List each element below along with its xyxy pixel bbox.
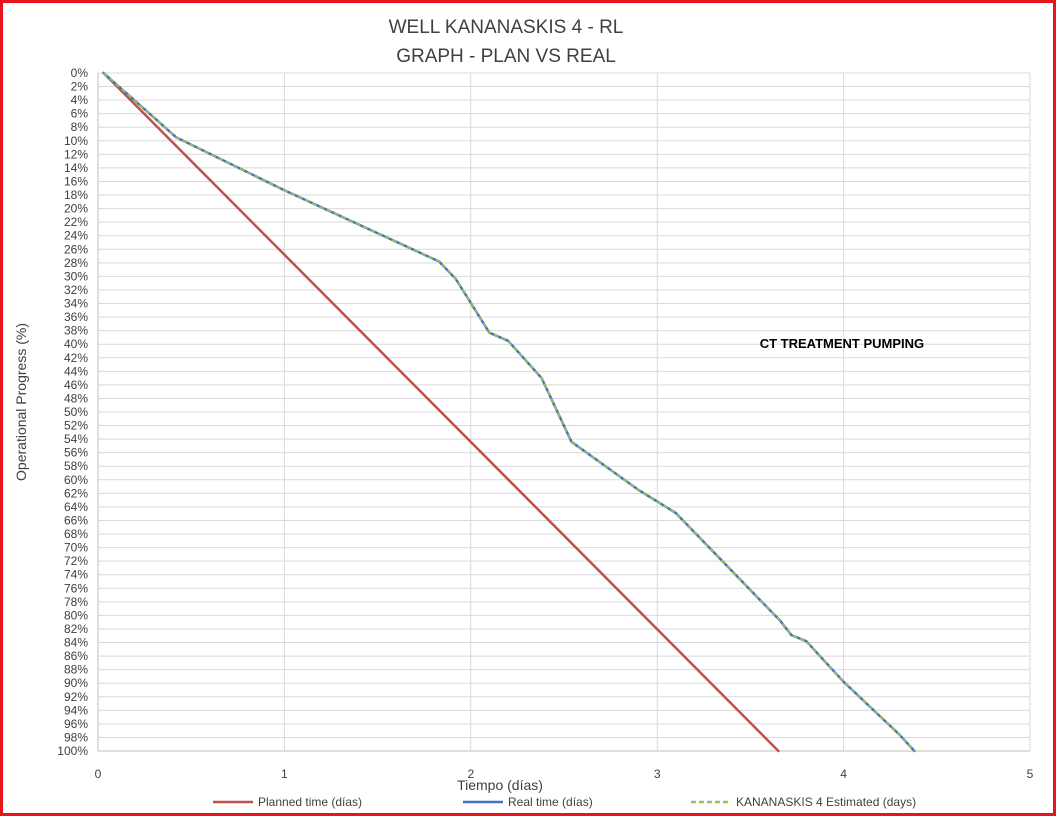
- y-tick-label: 58%: [64, 459, 88, 473]
- series-lines: [102, 71, 916, 753]
- y-tick-label: 56%: [64, 446, 88, 460]
- y-tick-label: 34%: [64, 297, 88, 311]
- y-tick-label: 60%: [64, 473, 88, 487]
- y-tick-label: 68%: [64, 527, 88, 541]
- y-tick-label: 44%: [64, 364, 88, 378]
- y-tick-label: 12%: [64, 147, 88, 161]
- y-tick-label: 10%: [64, 134, 88, 148]
- y-tick-label: 94%: [64, 703, 88, 717]
- y-tick-label: 62%: [64, 486, 88, 500]
- y-tick-label: 98%: [64, 730, 88, 744]
- y-tick-label: 92%: [64, 690, 88, 704]
- y-tick-label: 22%: [64, 215, 88, 229]
- y-tick-label: 38%: [64, 324, 88, 338]
- x-tick-labels: 0 1 2 3 4 5: [95, 767, 1034, 781]
- y-tick-label: 2%: [71, 80, 89, 94]
- x-tick-label: 1: [281, 767, 288, 781]
- y-tick-label: 74%: [64, 568, 88, 582]
- y-tick-label: 82%: [64, 622, 88, 636]
- x-tick-label: 4: [840, 767, 847, 781]
- chart-title-line-2: GRAPH - PLAN VS REAL: [396, 46, 616, 67]
- y-tick-label: 14%: [64, 161, 88, 175]
- y-tick-label: 42%: [64, 351, 88, 365]
- y-tick-label: 40%: [64, 337, 88, 351]
- y-tick-label: 32%: [64, 283, 88, 297]
- y-tick-label: 84%: [64, 636, 88, 650]
- y-tick-label: 90%: [64, 676, 88, 690]
- series-line-1: [102, 71, 780, 753]
- y-tick-label: 88%: [64, 663, 88, 677]
- y-tick-label: 24%: [64, 229, 88, 243]
- y-tick-label: 48%: [64, 391, 88, 405]
- grid-lines: [97, 72, 1031, 752]
- y-tick-label: 0%: [71, 66, 89, 80]
- y-tick-label: 20%: [64, 202, 88, 216]
- y-tick-label: 8%: [71, 120, 89, 134]
- y-tick-label: 86%: [64, 649, 88, 663]
- chart-title: WELL KANANASKIS 4 - RL GRAPH - PLAN VS R…: [389, 17, 624, 67]
- x-axis-label: Tiempo (días): [457, 777, 543, 793]
- y-tick-label: 70%: [64, 541, 88, 555]
- y-tick-label: 30%: [64, 269, 88, 283]
- legend-label-3: KANANASKIS 4 Estimated (days): [736, 795, 916, 809]
- y-tick-label: 100%: [57, 744, 88, 758]
- chart-title-line-1: WELL KANANASKIS 4 - RL: [389, 17, 624, 38]
- y-tick-label: 78%: [64, 595, 88, 609]
- y-tick-label: 28%: [64, 256, 88, 270]
- y-tick-label: 46%: [64, 378, 88, 392]
- y-tick-label: 66%: [64, 513, 88, 527]
- y-tick-labels: 0%2%4%6%8%10%12%14%16%18%20%22%24%26%28%…: [57, 66, 88, 758]
- y-tick-label: 4%: [71, 93, 89, 107]
- line-chart: WELL KANANASKIS 4 - RL GRAPH - PLAN VS R…: [13, 17, 1034, 809]
- y-tick-label: 72%: [64, 554, 88, 568]
- y-tick-label: 16%: [64, 174, 88, 188]
- y-tick-label: 76%: [64, 581, 88, 595]
- x-tick-label: 2: [467, 767, 474, 781]
- y-tick-label: 26%: [64, 242, 88, 256]
- legend-label-1: Planned time (días): [258, 795, 362, 809]
- y-tick-label: 6%: [71, 107, 89, 121]
- y-tick-label: 96%: [64, 717, 88, 731]
- x-tick-label: 0: [95, 767, 102, 781]
- x-tick-label: 3: [654, 767, 661, 781]
- y-tick-label: 64%: [64, 500, 88, 514]
- legend: Planned time (días) Real time (días) KANAN…: [213, 795, 916, 809]
- axes: [97, 73, 1030, 752]
- y-tick-label: 50%: [64, 405, 88, 419]
- series-line-3: [102, 72, 916, 752]
- y-tick-label: 54%: [64, 432, 88, 446]
- y-tick-label: 18%: [64, 188, 88, 202]
- legend-label-2: Real time (días): [508, 795, 593, 809]
- y-tick-label: 36%: [64, 310, 88, 324]
- x-tick-label: 5: [1027, 767, 1034, 781]
- y-tick-label: 80%: [64, 608, 88, 622]
- annotation-ct-treatment-pumping: CT TREATMENT PUMPING: [760, 336, 924, 351]
- y-tick-label: 52%: [64, 419, 88, 433]
- y-axis-label: Operational Progress (%): [13, 323, 29, 481]
